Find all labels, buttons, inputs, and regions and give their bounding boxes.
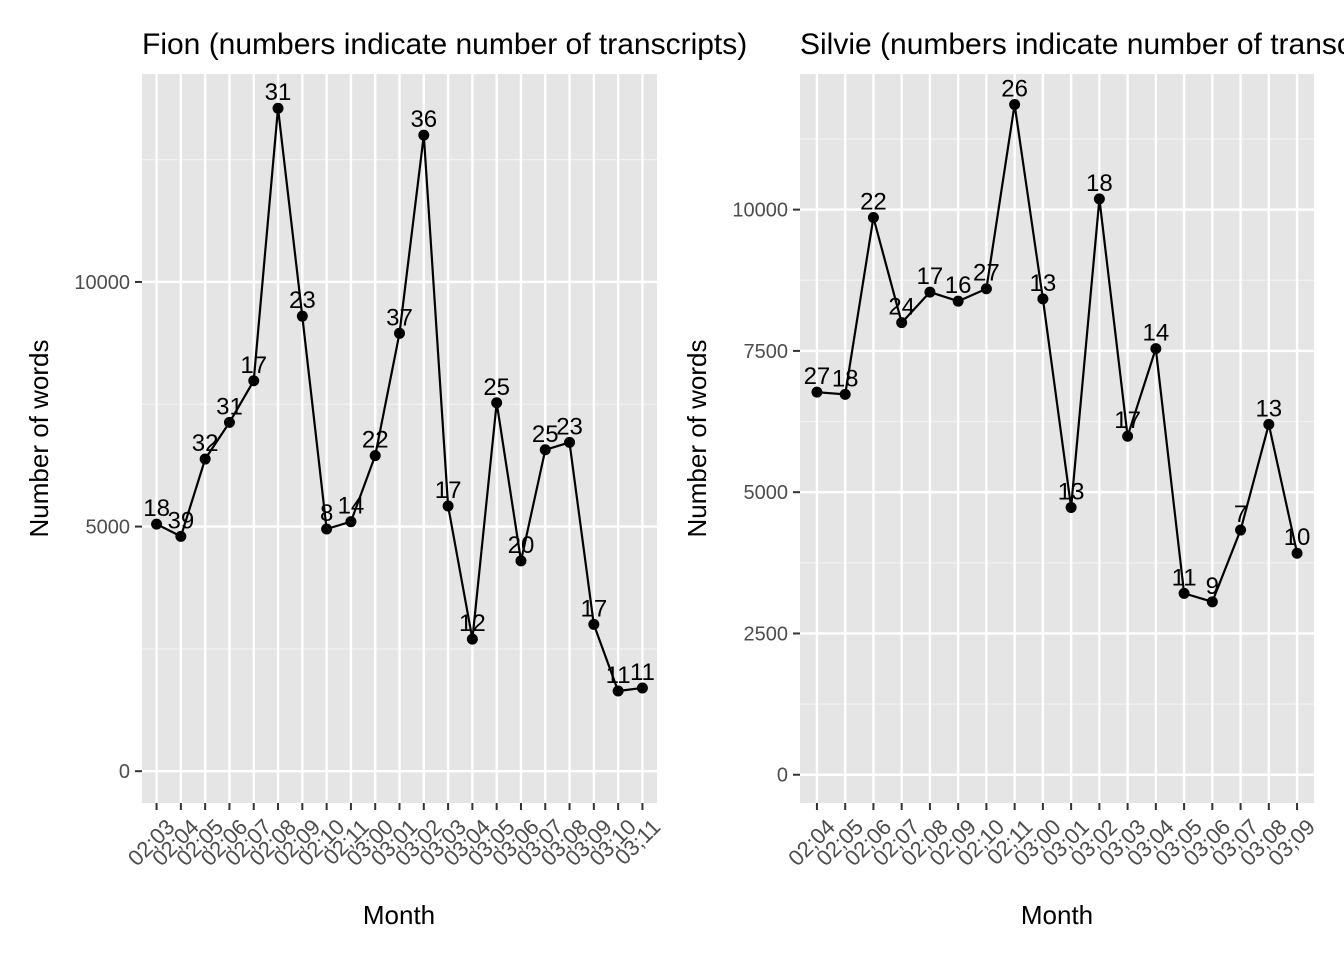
panel-2-data-label: 14 bbox=[1142, 320, 1169, 347]
panel-2-data-point bbox=[1037, 293, 1049, 305]
panel-2-data-point bbox=[811, 386, 823, 398]
panel-2-data-point bbox=[1093, 193, 1105, 205]
panel-1-data-label: 14 bbox=[338, 493, 365, 520]
panel-2-data-label: 27 bbox=[973, 260, 1000, 287]
panel-2-data-point bbox=[1263, 418, 1275, 430]
panel-2-data-label: 13 bbox=[1255, 395, 1282, 422]
panel-1-y-tick-label: 10000 bbox=[74, 272, 130, 294]
panel-2-data-label: 9 bbox=[1206, 573, 1219, 600]
panel-1-data-label: 32 bbox=[192, 430, 219, 457]
panel-1-y-tick-label: 5000 bbox=[86, 517, 131, 539]
panel-2-y-tick-label: 2500 bbox=[744, 623, 789, 645]
panel-1-data-point bbox=[296, 310, 308, 322]
panel-1-data-point bbox=[175, 530, 187, 542]
panel-2-data-label: 13 bbox=[1030, 270, 1057, 297]
panel-1-data-point bbox=[442, 500, 454, 512]
panel-2-data-label: 26 bbox=[1001, 76, 1028, 103]
panel-1-data-label: 17 bbox=[435, 477, 462, 504]
panel-1-data-label: 25 bbox=[483, 374, 510, 401]
panel-2-title: Silvie (numbers indicate number of trans… bbox=[800, 28, 1344, 61]
panel-1-y-axis-title: Number of words bbox=[24, 340, 54, 538]
panel-1-data-point bbox=[466, 633, 478, 645]
panel-1-data-label: 22 bbox=[362, 427, 389, 454]
panel-2-data-point bbox=[1150, 343, 1162, 355]
panel-2-plot-background bbox=[800, 74, 1314, 803]
panel-1-data-label: 17 bbox=[580, 595, 607, 622]
panel-1-data-label: 25 bbox=[532, 421, 559, 448]
panel-2-data-label: 24 bbox=[888, 294, 915, 321]
panel-1-x-axis-title: Month bbox=[363, 900, 435, 930]
panel-1-y-tick-label: 0 bbox=[119, 761, 130, 783]
panel-1-title: Fion (numbers indicate number of transcr… bbox=[142, 28, 747, 61]
panel-2-data-point bbox=[952, 295, 964, 307]
panel-1-data-label: 8 bbox=[320, 500, 333, 527]
panel-1-data-label: 23 bbox=[289, 287, 316, 314]
panel-2-y-tick-label: 7500 bbox=[744, 341, 789, 363]
panel-2-data-point bbox=[1009, 99, 1021, 111]
panel-2-series-line bbox=[816, 103, 1299, 603]
panel-2-data-label: 16 bbox=[945, 272, 972, 299]
panel-2-y-tick-label: 0 bbox=[777, 765, 788, 787]
panel-1-data-point bbox=[418, 129, 430, 141]
panel-2-data-label: 11 bbox=[1172, 564, 1197, 591]
panel-1-data-label: 11 bbox=[606, 662, 631, 689]
panel-2-y-axis-title: Number of words bbox=[682, 340, 712, 538]
panel-2-data-label: 13 bbox=[1058, 478, 1085, 505]
panel-2-data-point bbox=[1178, 587, 1190, 599]
panel-1-data-label: 12 bbox=[459, 610, 486, 637]
panel-1-data-point bbox=[515, 555, 527, 567]
panel-1-data-label: 31 bbox=[265, 79, 292, 106]
panel-1-data-point bbox=[248, 375, 260, 387]
panel-2-data-point bbox=[924, 286, 936, 298]
panel-1-data-label: 20 bbox=[508, 532, 535, 559]
panel-2-data-point bbox=[839, 388, 851, 400]
panel-2-data-point bbox=[1122, 430, 1134, 442]
panel-2-data-point bbox=[1065, 501, 1077, 513]
panel-2-x-axis-title: Month bbox=[1021, 900, 1093, 930]
panel-1-data-point bbox=[345, 516, 357, 528]
panel-2-data-point bbox=[867, 212, 879, 224]
panel-1-data-label: 18 bbox=[143, 495, 170, 522]
panel-2-data-label: 7 bbox=[1234, 501, 1247, 528]
panel-1-data-label: 11 bbox=[630, 659, 655, 686]
panel-2-data-label: 17 bbox=[1114, 407, 1141, 434]
panel-1-data-point bbox=[321, 523, 333, 535]
panel-1-data-point bbox=[612, 685, 624, 697]
panel-2-data-label: 10 bbox=[1284, 524, 1311, 551]
panel-2-data-label: 22 bbox=[860, 189, 887, 216]
panel-2-data-label: 27 bbox=[804, 363, 831, 390]
panel-1-data-label: 37 bbox=[386, 304, 413, 331]
panel-2-data-point bbox=[1235, 524, 1247, 536]
panel-2-y-tick-label: 5000 bbox=[744, 482, 789, 504]
panel-1: 050001000002;0302;0402;0502;0602;0702;08… bbox=[24, 74, 665, 930]
panel-1-data-point bbox=[199, 453, 211, 465]
panel-2-data-label: 18 bbox=[832, 365, 859, 392]
panel-1-data-label: 36 bbox=[410, 106, 437, 133]
panel-2-y-tick-label: 10000 bbox=[732, 200, 788, 222]
panel-2-data-point bbox=[896, 317, 908, 329]
panel-1-data-point bbox=[564, 436, 576, 448]
panel-1-data-point bbox=[636, 682, 648, 694]
panel-1-data-label: 17 bbox=[240, 352, 267, 379]
panel-1-data-label: 23 bbox=[556, 413, 583, 440]
panel-1-data-point bbox=[588, 618, 600, 630]
panel-1-data-point bbox=[272, 102, 284, 114]
panel-1-data-point bbox=[491, 397, 503, 409]
panel-1-data-point bbox=[223, 416, 235, 428]
panel-2-data-point bbox=[980, 283, 992, 295]
panel-1-data-point bbox=[369, 450, 381, 462]
panel-2-data-label: 18 bbox=[1086, 170, 1113, 197]
panel-1-data-label: 39 bbox=[168, 507, 195, 534]
panel-1-data-label: 31 bbox=[216, 393, 243, 420]
panel-1-data-point bbox=[394, 327, 405, 339]
panel-1-data-point bbox=[539, 444, 551, 456]
panel-2-data-point bbox=[1291, 547, 1303, 559]
panel-2-data-point bbox=[1206, 596, 1218, 608]
panel-1-data-point bbox=[151, 518, 163, 530]
panel-2: 02500500075001000002;0402;0502;0602;0702… bbox=[682, 74, 1320, 930]
panel-2-data-label: 17 bbox=[917, 263, 944, 290]
